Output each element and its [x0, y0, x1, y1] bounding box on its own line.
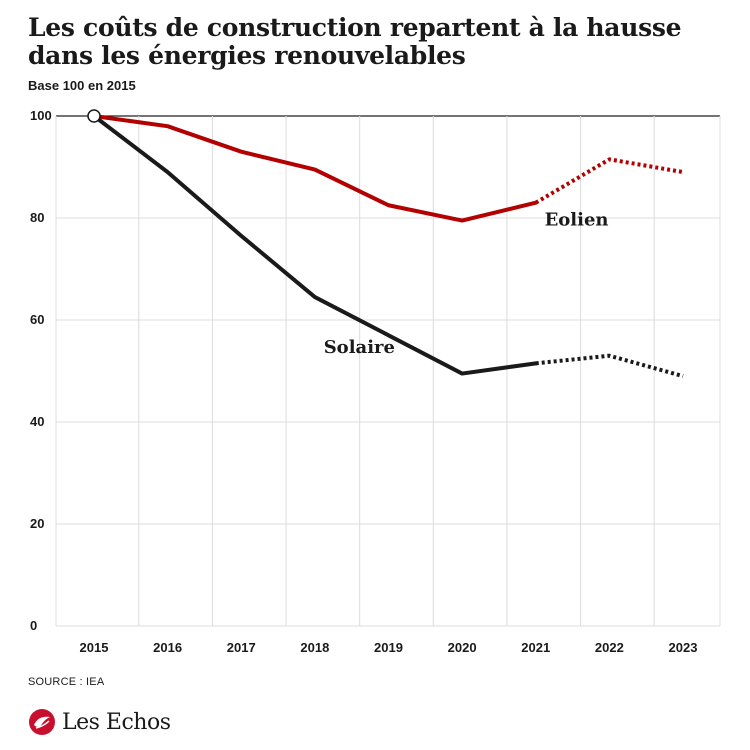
x-tick-label: 2015	[80, 640, 109, 655]
brand-name: Les Echos	[62, 709, 171, 735]
y-tick-label: 80	[30, 210, 44, 225]
x-tick-label: 2023	[669, 640, 698, 655]
series-projection-eolien	[534, 157, 684, 205]
brand-logo: Les Echos	[28, 708, 171, 736]
line-chart: 0 20 40 60 80 100 2015 2016 2017 2018 2019 2020 2021…	[30, 108, 721, 655]
series-lines	[87, 109, 684, 379]
y-tick-label: 0	[30, 618, 37, 633]
y-tick-label: 20	[30, 516, 44, 531]
brand-mark-icon	[29, 709, 55, 735]
series-projection-solaire	[535, 353, 684, 379]
x-tick-label: 2019	[374, 640, 403, 655]
x-tick-label: 2017	[227, 640, 256, 655]
x-tick-label: 2020	[448, 640, 477, 655]
base-point-marker	[87, 109, 101, 123]
series-label-eolien: Eolien	[545, 210, 609, 231]
series-label-solaire: Solaire	[324, 337, 395, 358]
x-tick-label: 2018	[300, 640, 329, 655]
chart-title: Les coûts de construction repartent à la…	[28, 13, 682, 70]
y-tick-label: 60	[30, 312, 44, 327]
chart-subtitle: Base 100 en 2015	[28, 78, 136, 93]
x-tick-label: 2022	[595, 640, 624, 655]
x-tick-label: 2021	[521, 640, 550, 655]
x-tick-label: 2016	[153, 640, 182, 655]
source-note: SOURCE : IEA	[28, 676, 105, 688]
grid-lines	[55, 115, 721, 627]
series-line-solaire	[92, 114, 538, 376]
y-tick-label: 40	[30, 414, 44, 429]
series-labels: Eolien Solaire	[324, 210, 609, 359]
axes: 0 20 40 60 80 100 2015 2016 2017 2018 2019 2020 2021…	[30, 108, 697, 655]
y-tick-label: 100	[30, 108, 52, 123]
